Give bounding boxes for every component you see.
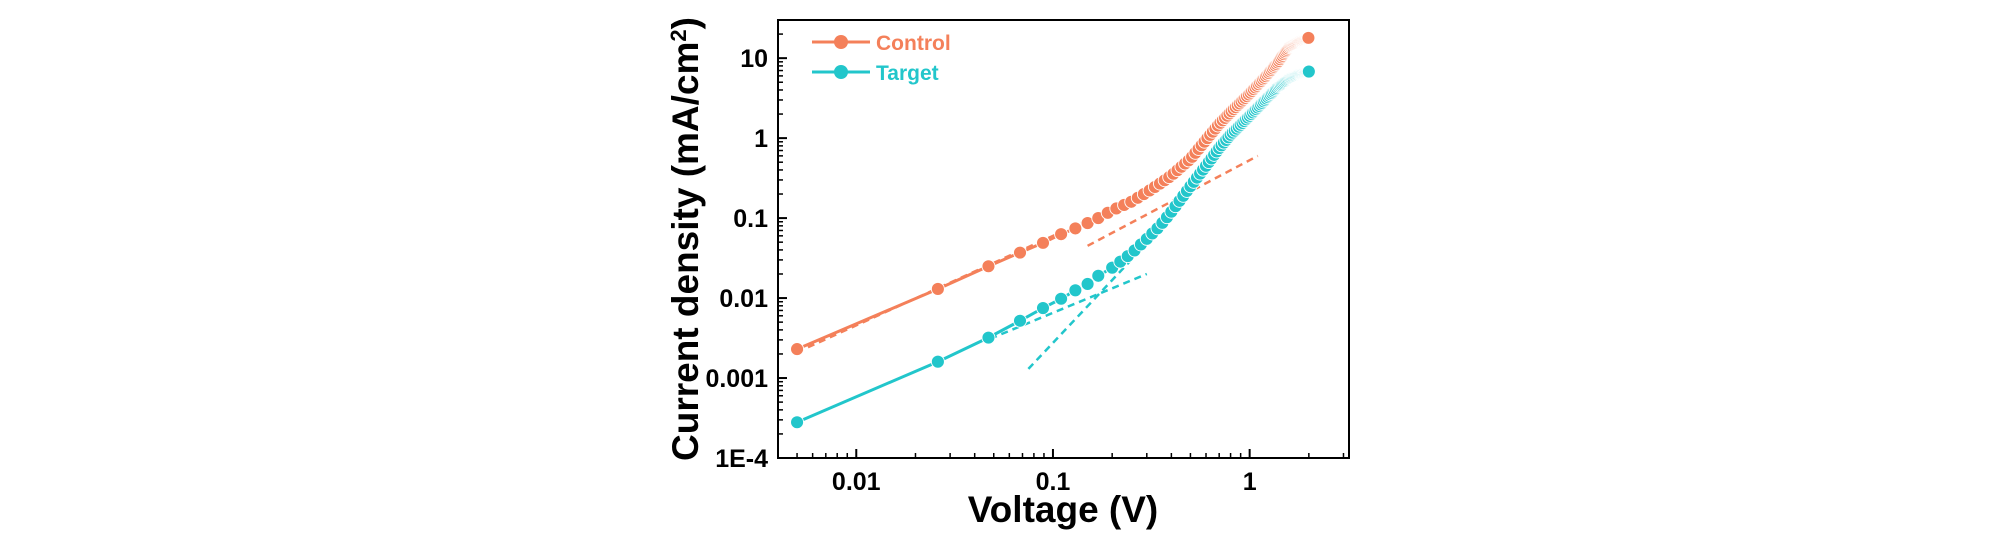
data-point-target — [1091, 268, 1106, 283]
data-point-target — [1301, 64, 1316, 79]
y-axis-label: Current density (mA/cm2) — [665, 17, 706, 461]
data-point-control — [790, 342, 805, 357]
data-point-target — [930, 354, 945, 369]
data-point-target — [790, 415, 805, 430]
data-point-control — [930, 282, 945, 296]
y-tick-label: 0.1 — [733, 205, 768, 233]
y-tick-label: 0.001 — [705, 365, 768, 393]
data-point-target — [1036, 301, 1050, 315]
data-point-control — [1301, 30, 1316, 45]
x-axis-label: Voltage (V) — [968, 489, 1159, 530]
series-control — [790, 30, 1316, 357]
legend-item-control: Control — [812, 32, 951, 55]
x-tick-label: 0.01 — [832, 468, 881, 496]
legend-item-target: Target — [812, 62, 939, 85]
data-point-control — [1013, 245, 1027, 260]
data-point-control — [1036, 235, 1050, 250]
fit-line-target-2 — [1027, 259, 1133, 370]
x-tick-label: 1 — [1243, 468, 1257, 496]
legend-label-target: Target — [876, 62, 939, 85]
data-point-control — [1068, 221, 1083, 236]
y-tick-label: 0.01 — [719, 285, 768, 313]
data-point-target — [1068, 283, 1083, 298]
legend-marker-control — [834, 35, 848, 49]
legend-marker-target — [834, 65, 848, 79]
data-point-control — [981, 259, 996, 274]
series-target — [790, 64, 1316, 430]
fit-line-target-1 — [989, 272, 1148, 340]
legend: Control Target — [812, 32, 951, 85]
data-point-target — [1080, 277, 1095, 291]
legend-label-control: Control — [876, 32, 951, 55]
plot-area — [777, 19, 1350, 459]
data-point-control — [1054, 227, 1069, 242]
y-tick-label: 1E-4 — [715, 445, 768, 473]
y-tick-label: 10 — [740, 45, 768, 73]
plot-frame — [777, 19, 1350, 459]
data-point-target — [981, 330, 996, 345]
data-point-target — [1013, 313, 1027, 328]
data-series — [790, 30, 1316, 430]
y-tick-label: 1 — [754, 125, 768, 153]
axis-ticks: 0.01 0.1 1 1E-4 0.001 0.01 0.1 1 10 — [705, 33, 1345, 496]
data-point-target — [1054, 291, 1069, 306]
x-tick-label: 0.1 — [1036, 468, 1071, 496]
